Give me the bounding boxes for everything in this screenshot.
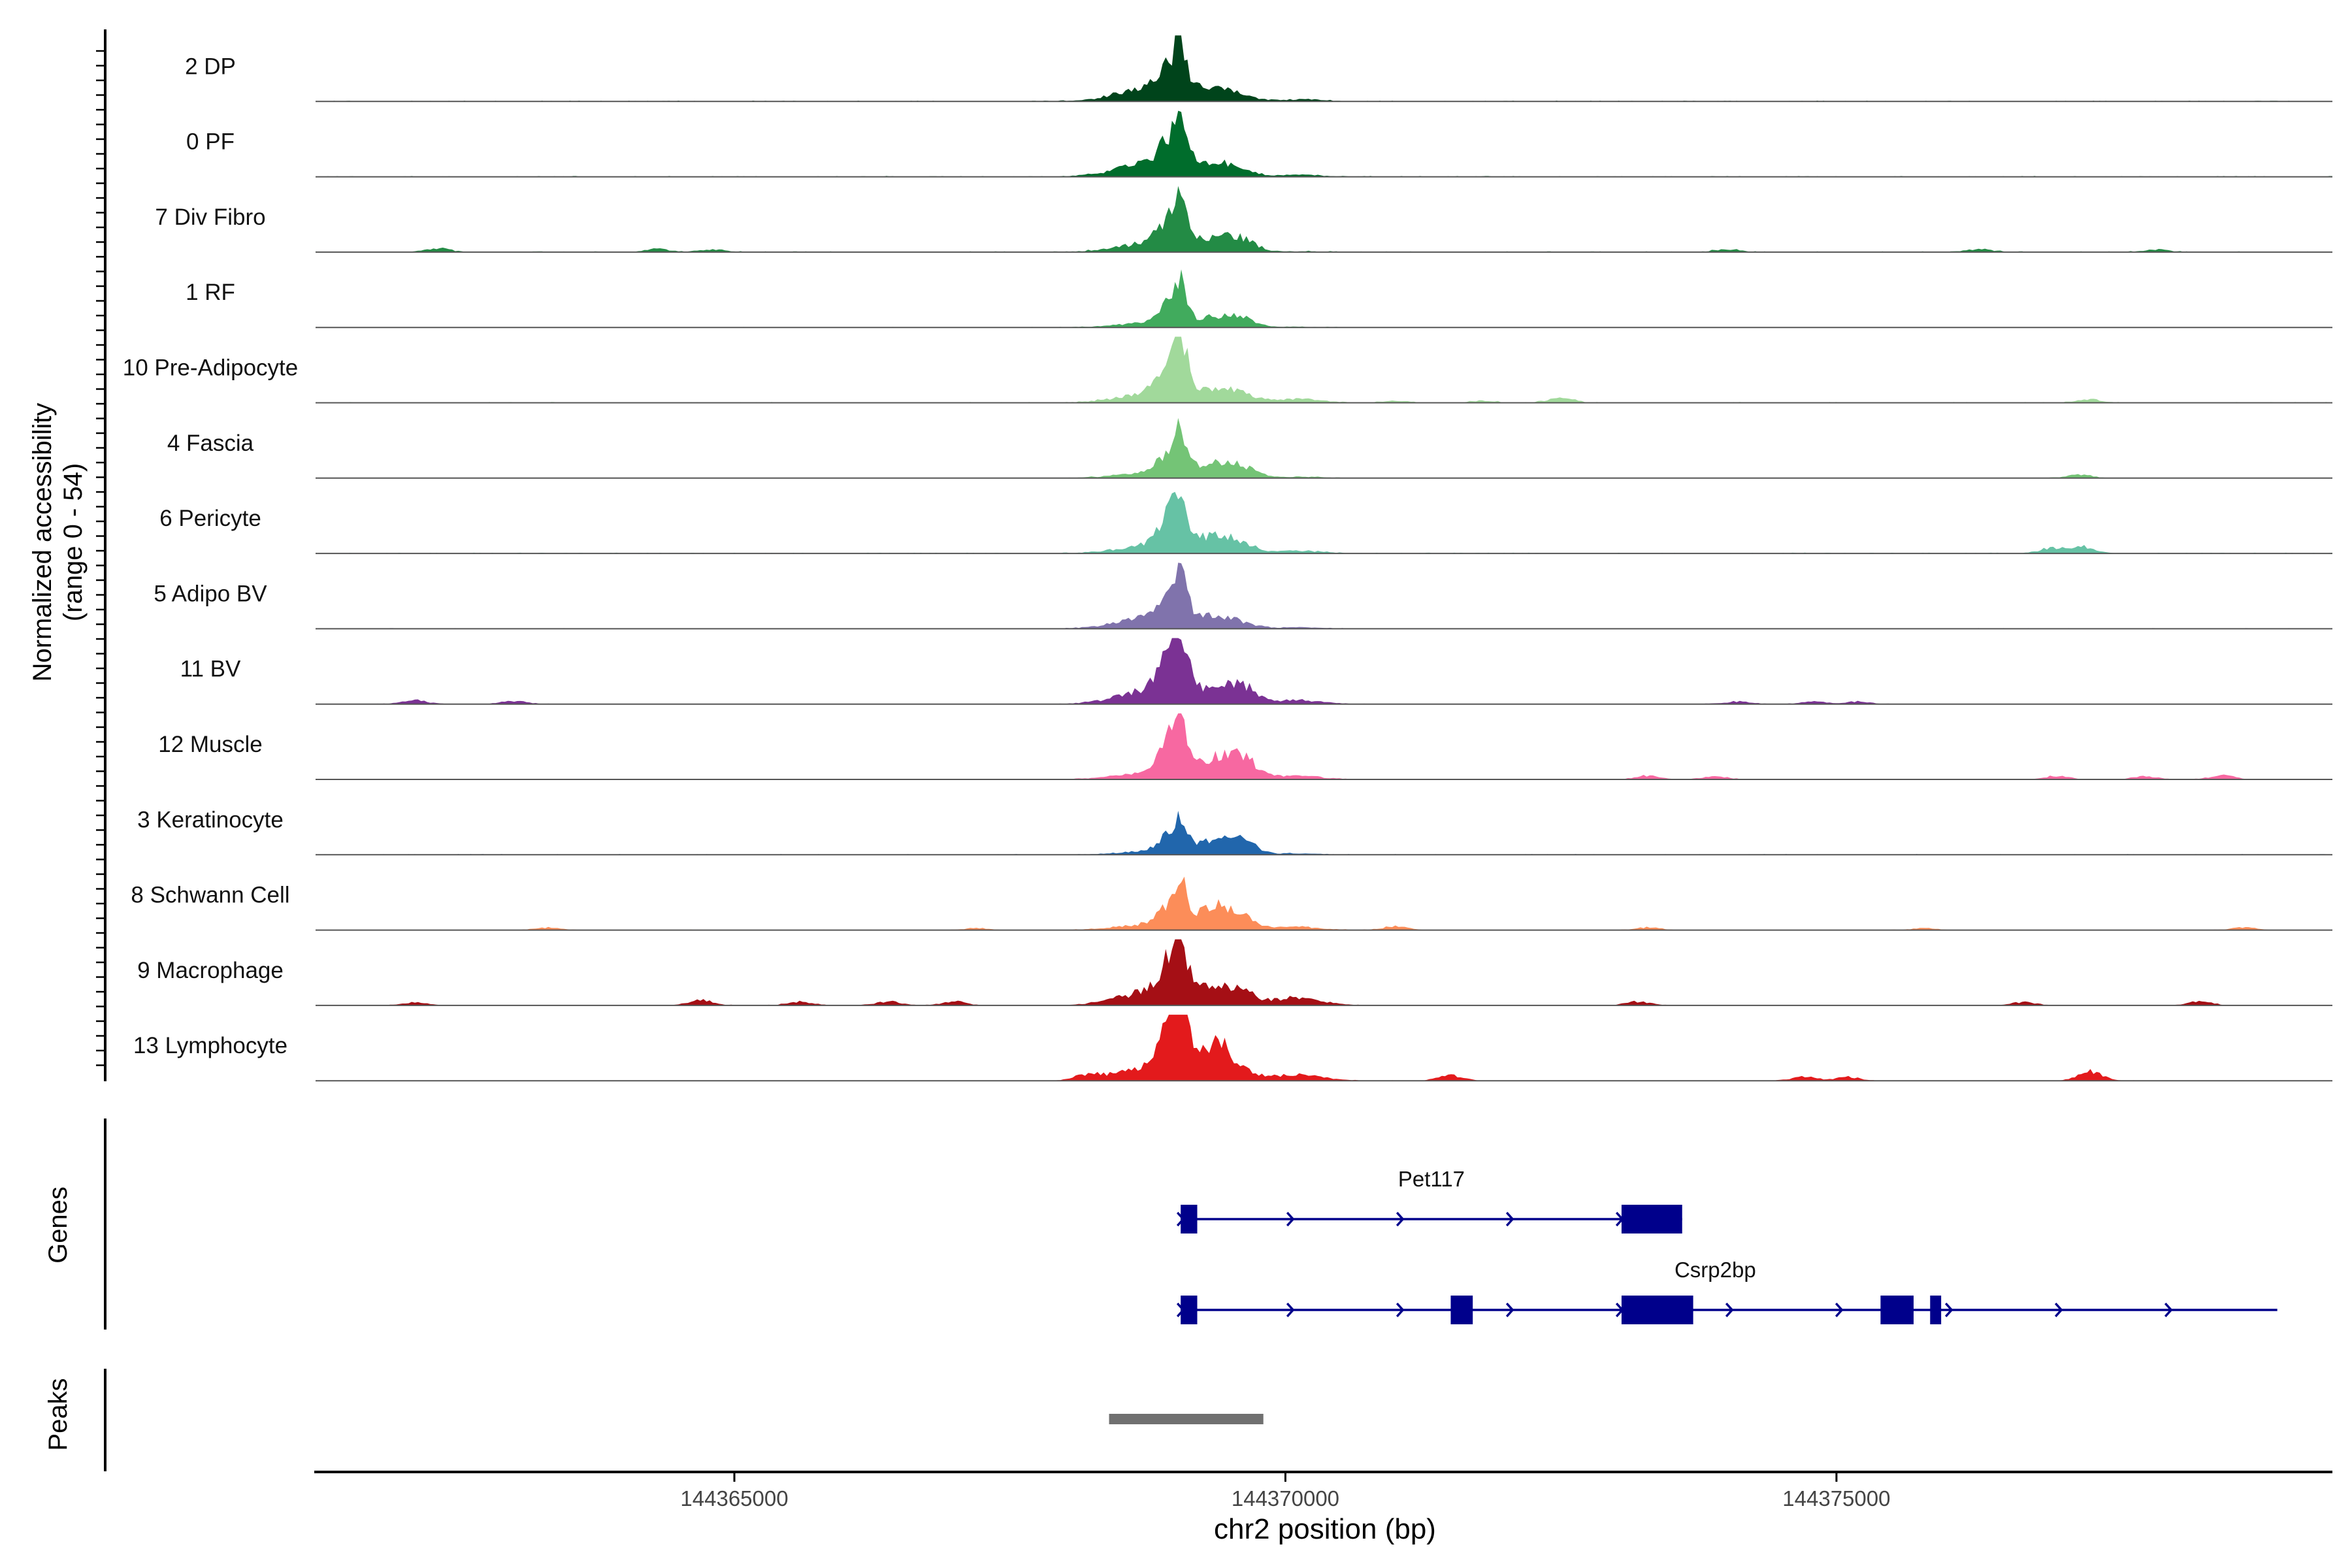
gene-pet117: Pet117 [1176, 1167, 1682, 1233]
coverage-track-13 [316, 1015, 2332, 1081]
coverage-track-1 [316, 110, 2332, 177]
exon-block [1930, 1296, 1942, 1324]
coverage-track-4 [316, 336, 2332, 403]
y-axis-label-line1: Normalized accessibility [28, 403, 57, 682]
coverage-track-11 [316, 876, 2332, 930]
peaks-panel [1109, 1414, 1264, 1424]
exon-block [1181, 1205, 1198, 1233]
x-axis-tick-label: 144375000 [1782, 1486, 1890, 1511]
track-label: 4 Fascia [167, 431, 254, 456]
coverage-track-12 [316, 939, 2332, 1005]
x-axis-tick-label: 144365000 [680, 1486, 788, 1511]
track-label: 7 Div Fibro [155, 204, 265, 230]
track-label: 11 BV [180, 657, 241, 682]
strand-arrow [1286, 1302, 1295, 1318]
track-label: 3 Keratinocyte [137, 807, 284, 832]
track-label: 12 Muscle [158, 732, 263, 757]
coverage-tracks [316, 35, 2332, 1082]
peaks-panel-label: Peaks [44, 1378, 73, 1450]
gene-name-label: Csrp2bp [1674, 1258, 1756, 1282]
exon-block [1621, 1296, 1693, 1324]
gene-csrp2bp: Csrp2bp [1176, 1258, 2278, 1324]
genes-panel: Pet117 Csrp2bp [1176, 1167, 2278, 1324]
exon-block [1880, 1296, 1914, 1324]
peak-region [1109, 1414, 1264, 1424]
track-label: 0 PF [186, 129, 235, 155]
coverage-track-3 [316, 269, 2332, 328]
coverage-track-2 [316, 186, 2332, 252]
coverage-track-9 [316, 713, 2332, 779]
strand-arrow [2054, 1302, 2063, 1318]
strand-arrow [1505, 1302, 1514, 1318]
coverage-track-7 [316, 563, 2332, 629]
track-label: 2 DP [185, 54, 236, 79]
track-label: 6 Pericyte [159, 506, 261, 531]
coverage-track-8 [316, 638, 2332, 704]
coverage-track-6 [316, 491, 2332, 554]
gene-name-label: Pet117 [1398, 1167, 1465, 1191]
strand-arrow [1725, 1302, 1734, 1318]
strand-arrow [1944, 1302, 1953, 1318]
strand-arrow [1286, 1211, 1295, 1227]
x-axis-title: chr2 position (bp) [1214, 1513, 1436, 1545]
strand-arrow [1835, 1302, 1844, 1318]
strand-arrow [1396, 1211, 1405, 1227]
track-labels: 2 DP 0 PF 7 Div Fibro 1 RF 10 Pre-Adipocyte 4… [123, 54, 298, 1058]
track-label: 1 RF [186, 280, 235, 305]
x-axis-tick-label: 144370000 [1232, 1486, 1339, 1511]
coverage-track-5 [316, 417, 2332, 478]
exon-block [1450, 1296, 1473, 1324]
track-label: 10 Pre-Adipocyte [123, 355, 298, 381]
strand-arrow [1505, 1211, 1514, 1227]
axes: Normalized accessibility (range 0 - 54) … [28, 29, 2332, 1545]
genes-panel-label: Genes [44, 1186, 73, 1264]
exon-block [1621, 1205, 1682, 1233]
strand-arrow [2164, 1302, 2173, 1318]
strand-arrow [1396, 1302, 1405, 1318]
track-label: 5 Adipo BV [154, 581, 267, 606]
coverage-track-10 [316, 811, 2332, 855]
track-label: 13 Lymphocyte [133, 1033, 287, 1058]
track-label: 8 Schwann Cell [131, 883, 289, 908]
exon-block [1181, 1296, 1198, 1324]
coverage-track-0 [316, 35, 2332, 102]
y-axis-label-line2: (range 0 - 54) [59, 463, 88, 621]
track-label: 9 Macrophage [137, 958, 284, 983]
